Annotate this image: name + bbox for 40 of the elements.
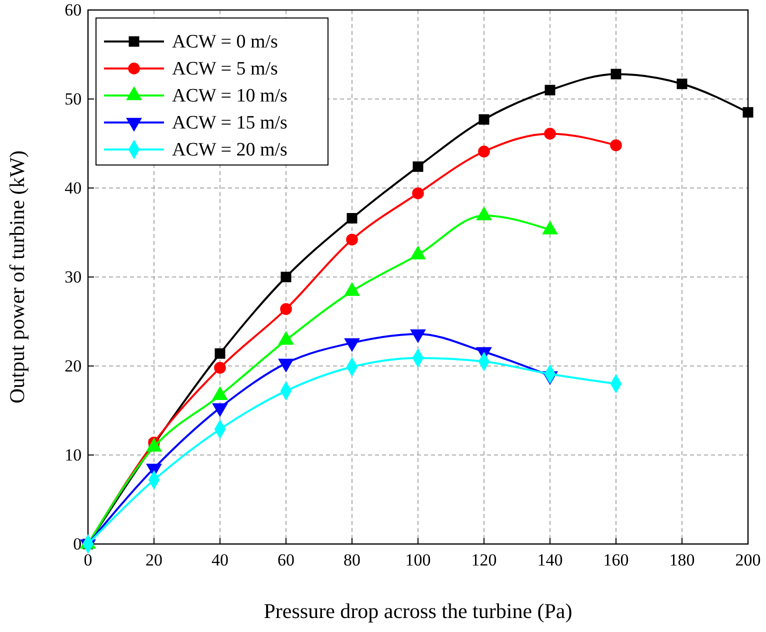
x-tick-label: 20 [146,550,162,570]
x-tick-label: 40 [212,550,228,570]
y-tick-label: 10 [64,445,82,464]
point [412,187,424,200]
point [280,272,292,282]
point [544,84,556,96]
y-tick-label: 20 [64,356,82,376]
legend-label: ACW = 0 m/s [172,32,278,52]
y-tick-label: 50 [64,89,82,108]
point [742,107,754,118]
x-tick-label: 160 [603,550,629,570]
point [280,303,292,315]
point [214,362,226,374]
point [676,78,688,90]
point [478,114,490,125]
x-tick-label: 80 [344,550,360,570]
x-tick-label: 180 [669,550,695,570]
y-tick-label: 30 [64,267,82,286]
x-axis-title: Pressure drop across the turbine (Pa) [264,599,572,623]
y-tick-label: 60 [64,0,82,20]
x-tick-label: 120 [471,550,497,570]
point [346,213,358,224]
point [610,139,622,152]
x-tick-label: 100 [405,550,431,570]
x-tick-label: 60 [278,550,294,570]
point [478,146,490,158]
legend-label: ACW = 10 m/s [172,86,288,106]
point [544,128,556,140]
y-tick-label: 0 [73,534,82,554]
legend-label: ACW = 5 m/s [172,58,278,80]
point [346,234,358,246]
y-axis-title: Output power of turbine (kW) [5,150,29,404]
point [214,348,226,359]
legend-label: ACW = 15 m/s [172,112,288,134]
point [610,68,622,80]
x-tick-label: 140 [537,550,563,570]
x-tick-label: 200 [735,550,761,570]
point [412,161,424,172]
y-tick-label: 40 [64,178,82,198]
legend-label: ACW = 20 m/s [172,140,288,160]
